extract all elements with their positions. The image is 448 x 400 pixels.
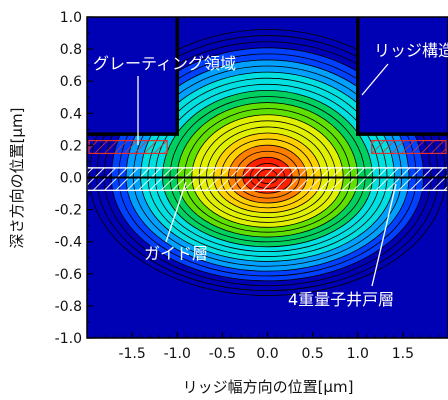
ridge-outline — [87, 17, 448, 136]
plot-area — [87, 17, 448, 338]
grating-left — [88, 139, 168, 155]
x-tick-label: 0.5 — [301, 346, 323, 362]
ridge-label: リッジ構造 — [374, 41, 448, 60]
qw-leader — [371, 183, 397, 287]
guide-leader — [165, 181, 187, 243]
x-tick-label: 1.5 — [392, 346, 414, 362]
grating-label: グレーティング領域 — [93, 54, 236, 73]
y-tick-label: -0.4 — [55, 235, 82, 251]
y-tick-label: 0.4 — [60, 106, 82, 122]
x-tick-label: 1.0 — [347, 346, 369, 362]
x-axis-ticks: -1.5 -1.0 -0.5 0.0 0.5 1.0 1.5 — [86, 332, 448, 362]
y-tick-label: 0.6 — [60, 74, 82, 90]
x-tick-label: -1.5 — [118, 346, 145, 362]
ridge-left-cladding — [87, 17, 178, 135]
y-tick-label: 0.0 — [60, 171, 82, 187]
qw-label: 4重量子井戸層 — [288, 290, 394, 309]
x-tick-label: 0.0 — [256, 346, 278, 362]
device-structure — [87, 17, 448, 192]
y-tick-label: -0.2 — [55, 203, 82, 219]
guide-label: ガイド層 — [144, 244, 208, 263]
y-tick-label: -0.6 — [55, 267, 82, 283]
y-tick-label: 0.8 — [60, 42, 82, 58]
guide-layer — [87, 167, 448, 192]
ridge-leader — [361, 63, 389, 96]
x-axis-label: リッジ幅方向の位置[μm] — [183, 378, 354, 396]
y-axis-ticks: 1.0 0.8 0.6 0.4 0.2 0.0 -0.2 -0.4 -0.6 -0.8 -1.0 — [55, 10, 93, 347]
ridge-right-cladding — [357, 17, 448, 135]
y-axis-label: 深さ方向の位置[μm] — [8, 108, 26, 249]
y-tick-label: -1.0 — [55, 331, 82, 347]
x-tick-label: -0.5 — [209, 346, 236, 362]
grating-right — [371, 139, 447, 155]
x-tick-label: -1.0 — [164, 346, 191, 362]
y-tick-label: 1.0 — [60, 10, 82, 26]
y-tick-label: -0.8 — [55, 299, 82, 315]
y-tick-label: 0.2 — [60, 138, 82, 154]
